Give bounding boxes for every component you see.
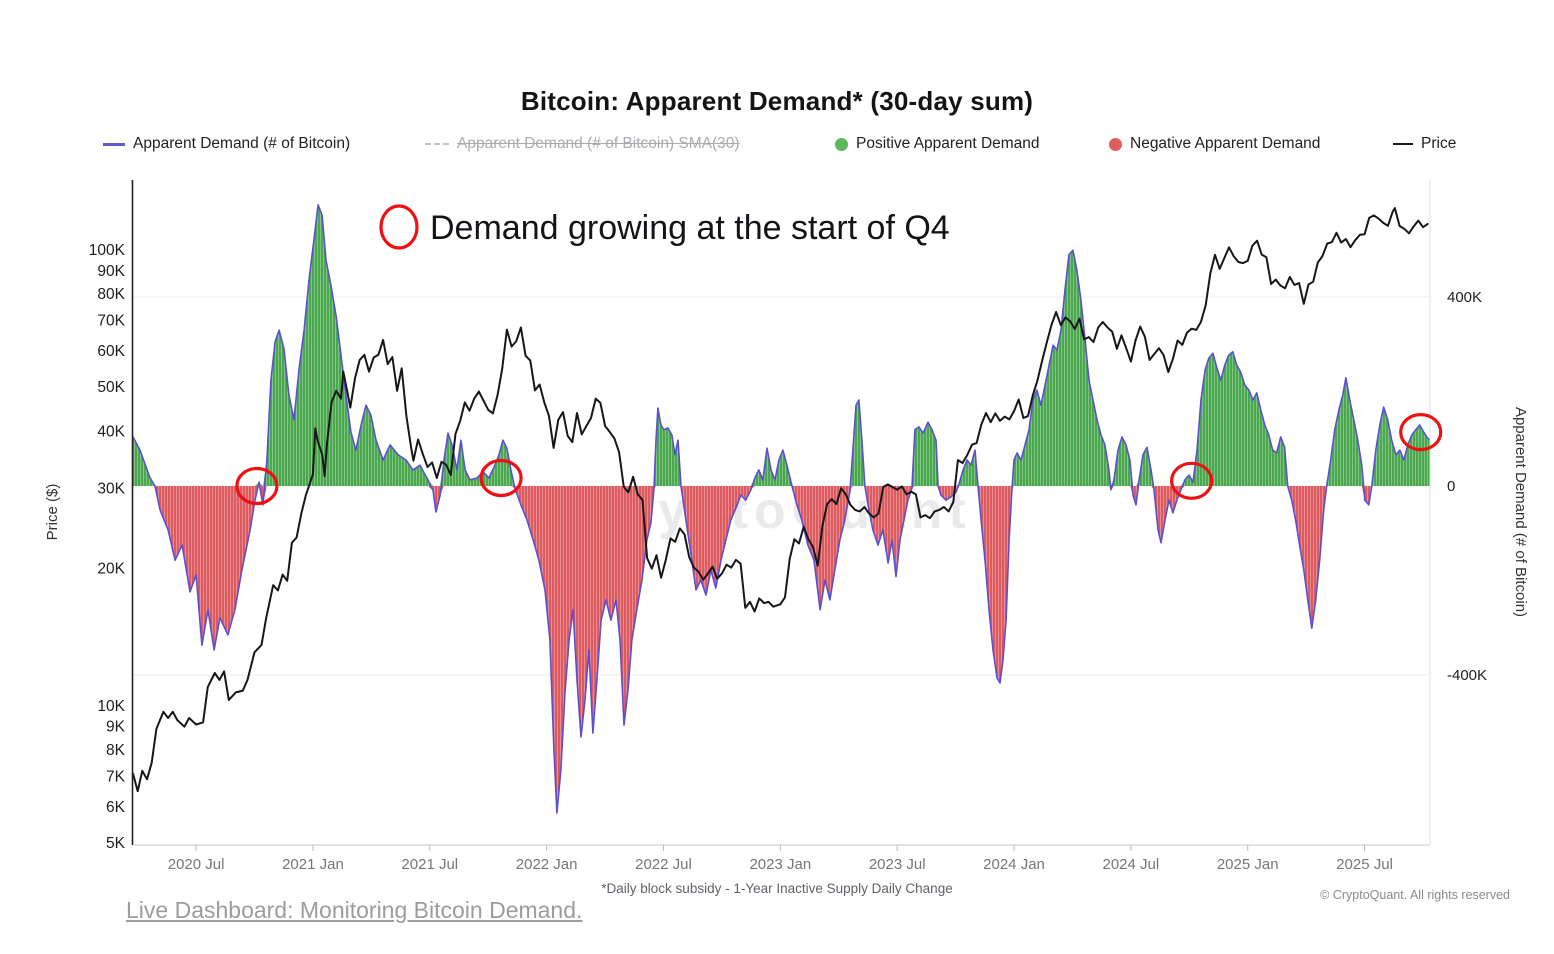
annotation-text: Demand growing at the start of Q4 xyxy=(430,209,950,247)
svg-text:9K: 9K xyxy=(106,719,126,736)
annotation: Demand growing at the start of Q4 xyxy=(379,204,950,250)
svg-text:5K: 5K xyxy=(106,835,126,852)
legend-item-apparent-demand[interactable]: Apparent Demand (# of Bitcoin) xyxy=(103,135,350,153)
svg-text:2020 Jul: 2020 Jul xyxy=(168,856,225,873)
demand-outline xyxy=(132,204,1431,814)
svg-text:90K: 90K xyxy=(97,263,125,280)
green-dot-icon xyxy=(835,137,848,151)
svg-text:70K: 70K xyxy=(97,313,125,330)
legend-label: Positive Apparent Demand xyxy=(856,135,1040,152)
legend-label: Apparent Demand (# of Bitcoin) SMA(30) xyxy=(457,135,740,152)
svg-text:2021 Jan: 2021 Jan xyxy=(282,856,344,873)
legend-label: Price xyxy=(1421,135,1457,152)
svg-text:2024 Jul: 2024 Jul xyxy=(1103,856,1160,873)
live-dashboard-link[interactable]: Live Dashboard: Monitoring Bitcoin Deman… xyxy=(126,897,583,923)
price-axis-ticks: 100K 90K 80K 70K 60K 50K 40K 30K 20K 10K 9K 8K 7K 6K 5… xyxy=(89,242,126,852)
svg-text:400K: 400K xyxy=(1447,289,1482,306)
highlight-circles xyxy=(235,413,1443,506)
svg-text:40K: 40K xyxy=(97,423,125,440)
demand-area-negative xyxy=(133,486,1430,813)
svg-text:60K: 60K xyxy=(97,343,125,360)
svg-text:20K: 20K xyxy=(97,561,125,578)
svg-text:50K: 50K xyxy=(97,379,125,396)
legend-item-positive-demand[interactable]: Positive Apparent Demand xyxy=(835,135,1040,153)
legend-item-negative-demand[interactable]: Negative Apparent Demand xyxy=(1109,135,1320,153)
legend-item-price[interactable]: Price xyxy=(1393,135,1456,153)
svg-text:6K: 6K xyxy=(106,799,126,816)
legend: Apparent Demand (# of Bitcoin) Apparent … xyxy=(0,135,1554,159)
legend-item-sma30[interactable]: Apparent Demand (# of Bitcoin) SMA(30) xyxy=(425,135,740,153)
svg-text:100K: 100K xyxy=(89,242,126,259)
svg-text:2023 Jan: 2023 Jan xyxy=(749,856,811,873)
svg-text:7K: 7K xyxy=(106,768,126,785)
svg-text:-400K: -400K xyxy=(1447,667,1487,684)
svg-text:2024 Jan: 2024 Jan xyxy=(983,856,1045,873)
line-swatch-icon xyxy=(103,142,125,146)
svg-text:2021 Jul: 2021 Jul xyxy=(401,856,458,873)
annotation-circle-icon xyxy=(379,204,419,250)
left-axis-title: Price ($) xyxy=(44,484,61,541)
svg-text:10K: 10K xyxy=(97,698,125,715)
svg-text:0: 0 xyxy=(1447,478,1455,495)
page-title: Bitcoin: Apparent Demand* (30-day sum) xyxy=(520,86,1034,116)
svg-text:2025 Jan: 2025 Jan xyxy=(1217,856,1279,873)
right-axis-title: Apparent Demand (# of Bitcoin) xyxy=(1512,407,1529,617)
demand-axis-ticks: 400K 0 -400K xyxy=(1447,289,1487,684)
svg-text:2025 Jul: 2025 Jul xyxy=(1336,856,1393,873)
svg-text:8K: 8K xyxy=(106,742,126,759)
price-line xyxy=(132,207,1429,793)
dashed-line-swatch-icon xyxy=(425,143,449,145)
x-axis-ticks: 2020 Jul 2021 Jan 2021 Jul 2022 Jan 2022 Jul… xyxy=(168,845,1393,873)
legend-label: Negative Apparent Demand xyxy=(1130,135,1321,152)
svg-text:2023 Jul: 2023 Jul xyxy=(869,856,926,873)
red-dot-icon xyxy=(1109,137,1122,151)
copyright: © CryptoQuant. All rights reserved xyxy=(1320,888,1510,902)
black-line-swatch-icon xyxy=(1393,143,1413,145)
svg-text:2022 Jul: 2022 Jul xyxy=(635,856,692,873)
svg-text:2022 Jan: 2022 Jan xyxy=(516,856,578,873)
svg-text:80K: 80K xyxy=(97,286,125,303)
svg-text:30K: 30K xyxy=(97,480,125,497)
axes xyxy=(131,180,1431,846)
footnote: *Daily block subsidy - 1-Year Inactive S… xyxy=(601,881,953,896)
legend-label: Apparent Demand (# of Bitcoin) xyxy=(133,135,351,152)
